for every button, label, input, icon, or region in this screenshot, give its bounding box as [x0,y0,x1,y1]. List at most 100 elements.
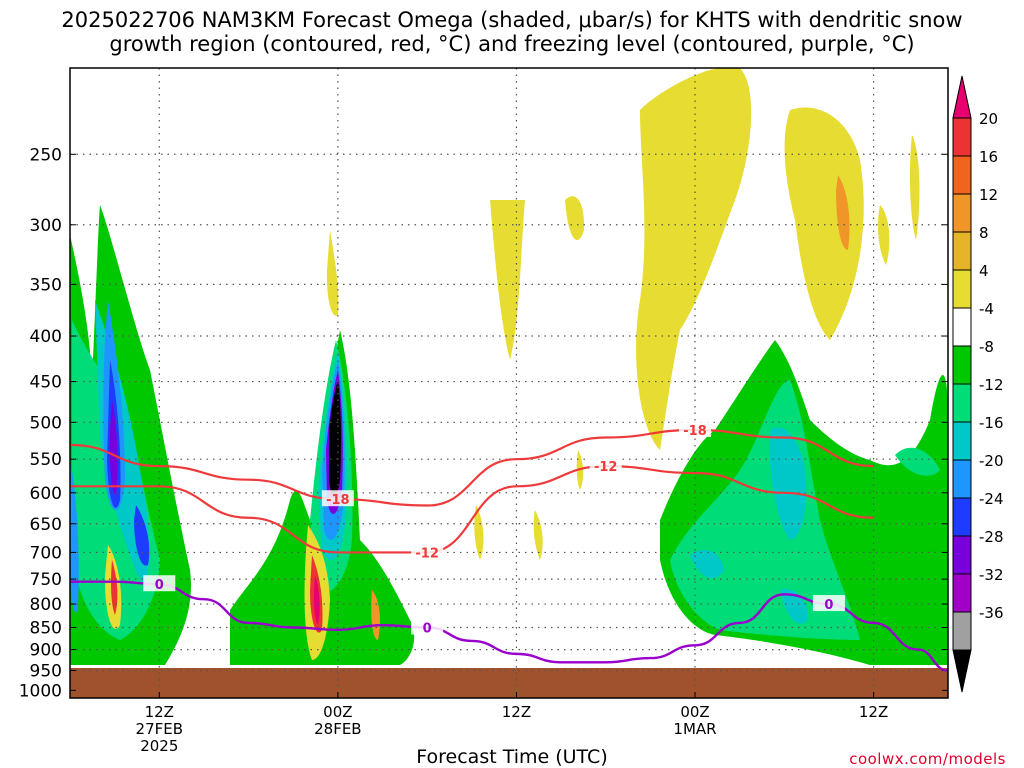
omega-shading [70,68,948,665]
y-tick-label: 250 [30,145,62,165]
plot-frame [69,67,949,699]
colorbar-label: -24 [979,490,1004,508]
omega-region [565,196,585,240]
x-axis-label: Forecast Time (UTC) [416,746,608,768]
x-tick-sublabel: 27FEB [135,720,184,738]
y-tick-label: 750 [30,570,62,590]
colorbar: 20 16 12 8 4 -4 -8 -12 -16 -20 -24 -28 -32 -36 [952,75,1004,693]
colorbar-swatch [952,573,972,613]
grid [70,68,948,698]
omega-region [909,135,920,240]
colorbar-swatch [952,421,972,461]
omega-region [533,510,543,560]
contour-label-bg [679,420,712,437]
omega-region [70,460,79,613]
y-tick-label: 500 [30,413,62,433]
dgz-contour-label: -12 [415,546,439,561]
chart-title-line1: 2025022706 NAM3KM Forecast Omega (shaded… [61,8,963,32]
y-tick-label: 400 [30,327,62,347]
colorbar-swatch [952,307,972,347]
omega-region [784,107,864,340]
omega-region [636,68,752,450]
omega-region [878,205,890,265]
colorbar-label: 20 [979,110,998,128]
x-tick-sublabel: 2025 [140,737,179,755]
colorbar-label: -16 [979,414,1004,432]
colorbar-swatch [952,497,972,537]
y-tick-label: 450 [30,373,62,393]
y-tick-label: 800 [30,595,62,615]
colorbar-top-arrow [952,75,972,119]
y-tick-label: 300 [30,216,62,236]
omega-region [134,505,150,566]
colorbar-label: -28 [979,528,1004,546]
omega-region [895,447,940,476]
x-tick-label: 00Z [680,703,710,721]
contour-label-bg [411,618,444,635]
y-tick-label: 650 [30,515,62,535]
colorbar-label: -4 [979,300,994,318]
freezing-level-label: 0 [155,578,164,593]
y-tick-label: 700 [30,543,62,563]
colorbar-label: 4 [979,262,989,280]
colorbar-label: -20 [979,452,1004,470]
omega-region [490,200,525,360]
colorbar-label: 12 [979,186,998,204]
x-tick-sublabel: 1MAR [673,720,717,738]
colorbar-label: -8 [979,338,994,356]
omega-region [111,560,118,615]
contour-label-bg [411,543,444,560]
dgz-contour-label: -12 [594,460,618,475]
omega-region [690,550,724,579]
colorbar-label: 8 [979,224,989,242]
chart-title-line2: growth region (contoured, red, °C) and f… [109,32,915,56]
omega-region [326,230,339,316]
y-tick-label: 850 [30,618,62,638]
omega-region [230,330,415,665]
dgz-contour-line [70,428,874,507]
colorbar-bottom-arrow [952,649,972,693]
x-tick-label: 12Z [501,703,532,721]
credit-text: coolwx.com/models [849,750,1006,768]
contour-label-bg [589,457,622,474]
colorbar-swatch [952,611,972,651]
freezing-level-label: 0 [824,598,833,613]
colorbar-swatch [952,155,972,195]
omega-region [314,575,320,625]
colorbar-label: 16 [979,148,998,166]
colorbar-swatch [952,193,972,233]
x-tick-sublabel: 28FEB [314,720,362,738]
dgz-contour-line [70,465,874,554]
contour-label-bg [321,490,354,507]
contour-label-bg [812,595,845,612]
freezing-level-label: 0 [423,621,432,636]
y-tick-label: 550 [30,450,62,470]
colorbar-swatch [952,459,972,499]
colorbar-swatch [952,117,972,157]
colorbar-swatch [952,269,972,309]
omega-region [329,380,342,497]
omega-region [109,400,118,495]
y-tick-label: 350 [30,275,62,295]
y-tick-label: 1000 [19,681,62,701]
colorbar-swatch [952,345,972,385]
omega-region [474,505,484,560]
omega-region [371,590,380,640]
dgz-contour-label: -18 [326,493,350,508]
y-axis: 250 300 350 400 450 500 550 600 650 700 750 800 850 9… [19,145,62,701]
y-tick-label: 900 [30,641,62,661]
omega-region [769,427,807,540]
colorbar-swatch [952,383,972,423]
x-tick-label: 12Z [144,703,174,721]
colorbar-swatch [952,231,972,271]
omega-region [836,175,850,250]
dgz-contour-label: -18 [683,424,707,439]
contours: -18 -18 -12 -12 0 0 0 [70,420,948,672]
y-tick-label: 600 [30,484,62,504]
colorbar-label: -32 [979,566,1004,584]
contour-label-bg [143,575,176,592]
ground-fill [70,668,948,698]
colorbar-label: -36 [979,604,1004,622]
x-tick-label: 00Z [323,703,353,721]
